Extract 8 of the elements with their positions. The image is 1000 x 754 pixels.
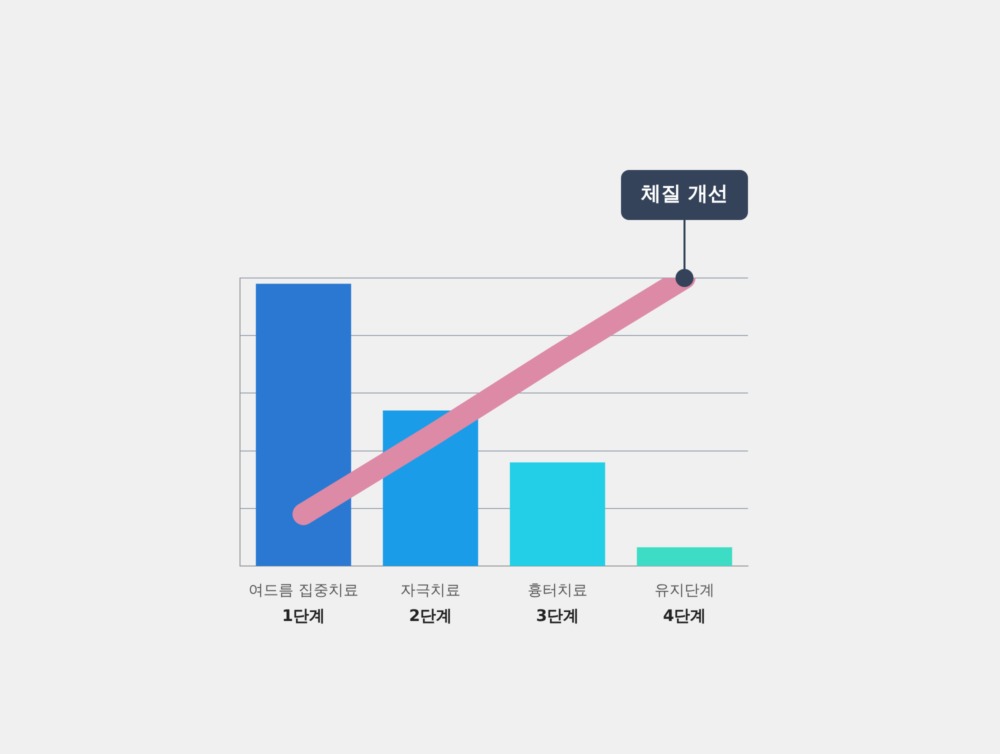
x-tick-label: 자극치료 2단계: [400, 580, 460, 626]
x-tick-label: 여드름 집중치료 1단계: [248, 580, 358, 626]
bar: [510, 462, 606, 566]
bar: [256, 284, 352, 566]
bar: [636, 547, 732, 566]
x-tick-label: 흉터치료 3단계: [528, 580, 588, 626]
annotation: 체질 개선: [640, 181, 728, 206]
x-tick-label: 유지단계 4단계: [654, 580, 714, 626]
